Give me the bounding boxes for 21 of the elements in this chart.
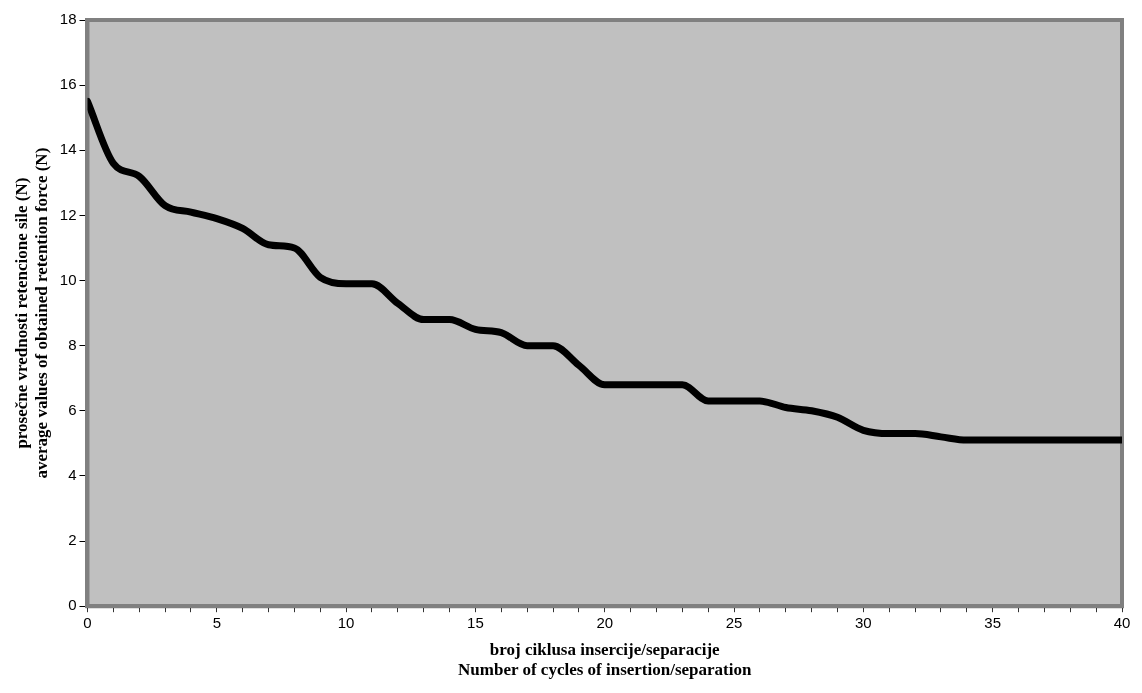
x-tick-label: 20 (596, 614, 614, 632)
x-tick-label: 40 (1113, 614, 1131, 632)
x-tick-label: 25 (725, 614, 743, 632)
y-tick-label: 8 (68, 335, 77, 353)
y-tick-label: 12 (59, 205, 77, 223)
x-tick-label: 35 (984, 614, 1002, 632)
x-tick-label: 30 (855, 614, 872, 632)
x-tick-label: 15 (467, 614, 484, 632)
y-tick-label: 10 (59, 270, 77, 288)
y-tick-label: 4 (68, 466, 77, 484)
y-tick-label: 6 (68, 400, 77, 418)
y-tick-label: 18 (59, 10, 77, 28)
y-tick-label: 0 (68, 596, 77, 614)
x-tick-label: 5 (212, 614, 221, 632)
y-tick-label: 2 (68, 531, 77, 549)
y-axis-title: prosečne vrednosti retencione sile (N) average values of obtained retention force (N) (11, 147, 51, 479)
y-tick-label: 14 (59, 140, 77, 158)
x-axis-title: broj ciklusa insercije/separacije Number of cycles of insertion/separation (458, 639, 752, 680)
y-tick-label: 16 (59, 75, 77, 93)
x-tick-label: 0 (83, 614, 92, 632)
x-tick-label: 10 (337, 614, 355, 632)
